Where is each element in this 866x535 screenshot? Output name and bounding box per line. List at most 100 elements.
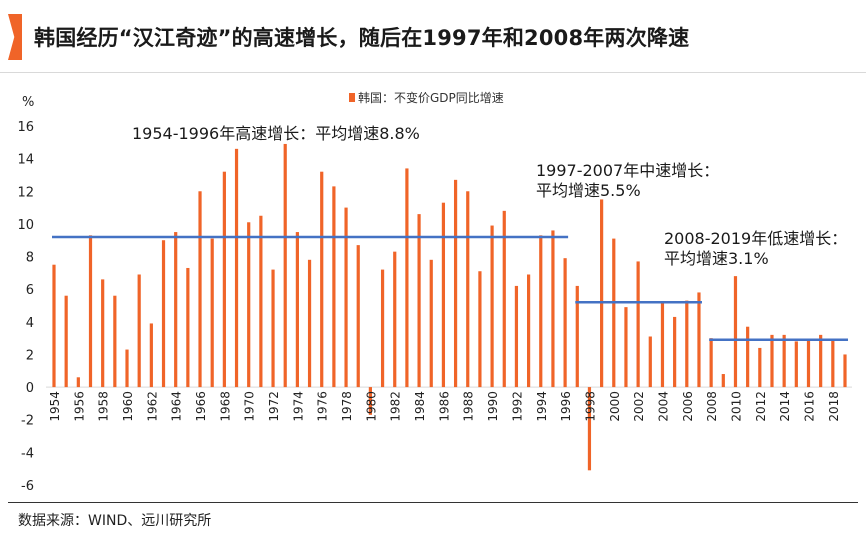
bar-1982 <box>393 251 397 388</box>
x-tick-label: 1990 <box>486 391 500 422</box>
y-tick-label: 10 <box>17 218 34 233</box>
bar-1997 <box>575 285 579 388</box>
bar-1994 <box>539 235 543 388</box>
x-tick-label: 2002 <box>632 391 646 422</box>
bar-1979 <box>356 245 360 388</box>
bar-2010 <box>733 276 738 388</box>
bar-2019 <box>843 354 847 388</box>
bar-1975 <box>307 259 312 388</box>
x-tick-label: 1968 <box>218 391 232 422</box>
bar-2011 <box>746 326 750 388</box>
bar-2018 <box>831 339 835 388</box>
x-tick-label: 1992 <box>510 391 524 422</box>
x-tick-label: 1994 <box>535 391 549 422</box>
bar-2017 <box>819 334 823 388</box>
x-tick-label: 1960 <box>121 391 135 422</box>
x-tick-label: 2008 <box>705 391 719 422</box>
bar-1978 <box>344 207 348 388</box>
bar-2004 <box>660 302 665 388</box>
bar-1998 <box>587 387 592 471</box>
title-accent-shape <box>8 14 22 60</box>
legend-swatch <box>349 93 355 102</box>
x-tick-label: 1966 <box>194 391 208 422</box>
y-tick-label: 16 <box>17 120 34 135</box>
x-tick-label: 1996 <box>559 391 573 422</box>
x-tick-label: 1970 <box>243 391 257 422</box>
bar-1958 <box>101 279 105 388</box>
x-tick-label: 1962 <box>145 391 159 422</box>
bar-1956 <box>76 377 80 388</box>
legend-label: 韩国：不变价GDP同比增速 <box>358 90 504 105</box>
x-tick-label: 1978 <box>340 391 354 422</box>
bar-2016 <box>806 339 811 388</box>
bar-1981 <box>380 269 385 388</box>
bar-2000 <box>612 238 616 388</box>
x-tick-label: 2006 <box>681 391 695 422</box>
bar-2009 <box>721 374 725 388</box>
gdp-growth-chart: % 16 14 12 10 8 6 4 2 0 -2 -4 -6 1954 1956 1958 1960 1962… <box>17 90 852 494</box>
bar-1977 <box>332 186 336 388</box>
bar-1972 <box>271 269 275 388</box>
bar-1985 <box>429 259 433 388</box>
annotation-2-line1: 1997-2007年中速增长： <box>536 161 719 180</box>
x-tick-label: 1956 <box>72 391 86 422</box>
bar-1989 <box>478 271 482 388</box>
annotation-2-line2: 平均增速5.5% <box>536 181 641 200</box>
bar-1967 <box>210 238 214 388</box>
bar-1962 <box>149 323 153 388</box>
bar-1993 <box>527 274 531 388</box>
x-tick-label: 1976 <box>316 391 330 422</box>
source-note: 数据来源：WIND、远川研究所 <box>18 513 212 529</box>
bar-1995 <box>551 230 555 388</box>
bar-1983 <box>405 168 409 388</box>
y-tick-label: 14 <box>17 153 34 168</box>
bar-1991 <box>502 210 506 388</box>
y-tick-label: 8 <box>26 251 34 266</box>
bar-1960 <box>125 349 129 388</box>
bar-2008 <box>709 338 713 388</box>
x-tick-label: 1984 <box>413 391 427 422</box>
bar-1974 <box>295 232 299 388</box>
bar-1961 <box>137 274 141 388</box>
x-tick-label: 2010 <box>729 391 743 422</box>
x-tick-label: 2004 <box>656 391 670 422</box>
bar-1963 <box>161 240 166 388</box>
bar-2013 <box>770 334 774 388</box>
bar-2001 <box>624 307 628 388</box>
x-tick-label: 2000 <box>608 391 622 422</box>
bar-2002 <box>636 261 640 388</box>
x-tick-label: 1972 <box>267 391 281 422</box>
bar-1970 <box>247 222 251 388</box>
bar-2005 <box>673 316 677 388</box>
bar-1959 <box>113 295 117 388</box>
x-tick-label: 1988 <box>462 391 476 422</box>
bar-1969 <box>234 148 239 388</box>
page-title: 韩国经历“汉江奇迹”的高速增长，随后在1997年和2008年两次降速 <box>34 26 690 50</box>
y-tick-label: 2 <box>26 348 34 363</box>
bar-2012 <box>758 347 762 388</box>
x-tick-label: 1980 <box>364 391 378 422</box>
bar-1965 <box>186 267 190 388</box>
y-tick-label: -2 <box>21 414 34 429</box>
x-tick-label: 2014 <box>778 391 792 422</box>
bar-1986 <box>441 202 446 388</box>
bar-1999 <box>600 199 604 388</box>
x-tick-label: 1982 <box>389 391 403 422</box>
x-tick-label: 2012 <box>754 391 768 422</box>
bar-2006 <box>685 300 689 388</box>
y-tick-label: 12 <box>17 185 34 200</box>
x-tick-label: 1958 <box>97 391 111 422</box>
bottom-divider <box>8 502 858 503</box>
bar-1954 <box>52 264 56 388</box>
bar-1957 <box>88 235 93 388</box>
x-tick-label: 1998 <box>583 391 597 422</box>
bar-1955 <box>64 295 68 388</box>
bar-1992 <box>514 285 519 388</box>
bar-1990 <box>490 225 494 388</box>
bar-1971 <box>259 215 263 388</box>
x-tick-label: 1954 <box>48 391 62 422</box>
y-tick-label: 0 <box>26 381 34 396</box>
y-axis-unit-label: % <box>22 95 34 110</box>
y-tick-label: 4 <box>26 316 34 331</box>
bar-2014 <box>782 334 786 388</box>
